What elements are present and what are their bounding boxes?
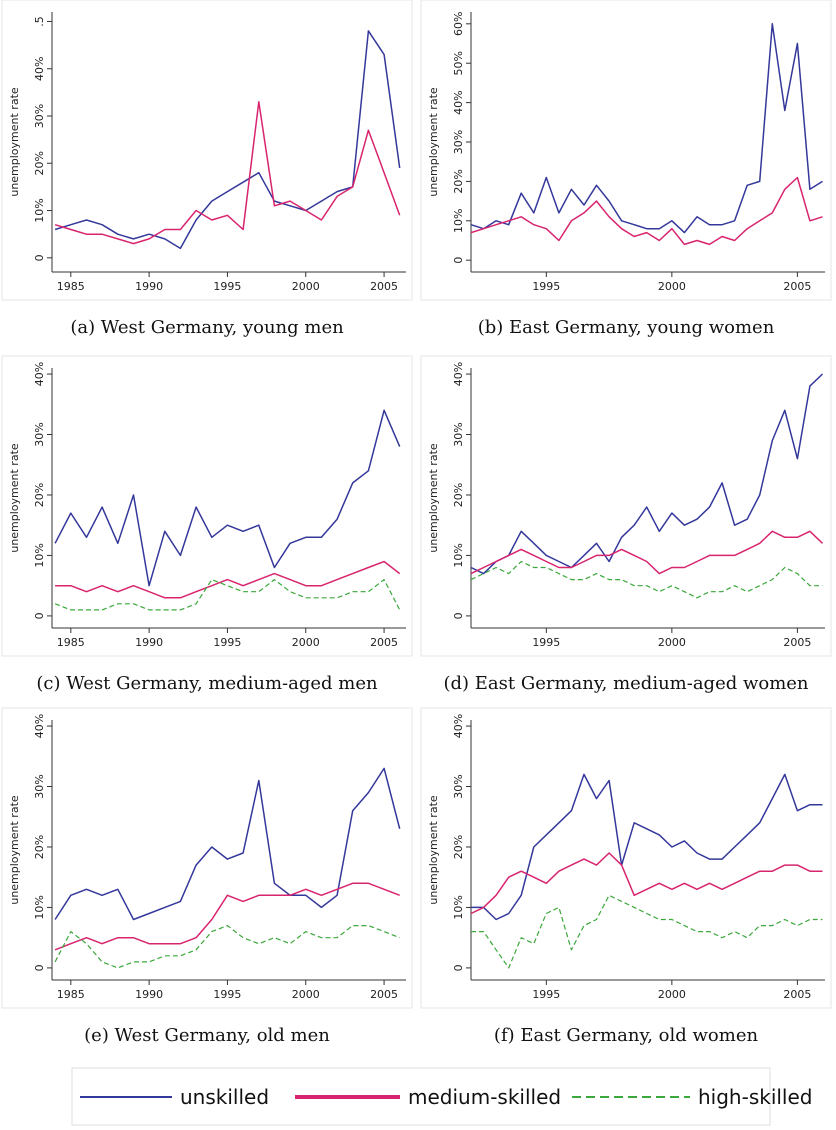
y-tick-label: 10%: [33, 895, 46, 919]
y-tick-label: 30%: [33, 422, 46, 446]
series-line: [54, 882, 400, 951]
y-axis-label: unemployment rate: [427, 443, 440, 553]
x-tick-label: 1995: [532, 280, 560, 293]
series-line: [470, 373, 824, 575]
y-tick-label: .5: [33, 16, 46, 27]
panel-frame: [420, 355, 832, 657]
y-tick-label: 0: [452, 257, 465, 264]
x-tick-label: 1985: [57, 280, 85, 293]
x-tick-label: 1995: [213, 988, 241, 1001]
panel-caption: (c) West Germany, medium-aged men: [36, 673, 378, 694]
x-tick-label: 2005: [783, 636, 811, 649]
x-tick-label: 2000: [292, 988, 320, 1001]
series-line: [471, 894, 823, 969]
panel-frame: [1, 0, 413, 301]
x-tick-label: 1995: [213, 636, 241, 649]
y-tick-label: 10%: [452, 895, 465, 919]
y-tick-label: 30%: [452, 422, 465, 446]
panel-frame: [1, 355, 413, 657]
y-tick-label: 40%: [33, 57, 46, 81]
y-tick-label: 30%: [33, 104, 46, 128]
y-axis-label: unemployment rate: [8, 795, 21, 905]
series-line: [54, 30, 401, 250]
y-tick-label: 40%: [452, 714, 465, 738]
legend-label: high-skilled: [698, 1085, 813, 1109]
x-tick-label: 1990: [135, 636, 163, 649]
series-line: [54, 579, 401, 611]
y-tick-label: 10%: [452, 209, 465, 233]
series-line: [470, 560, 823, 599]
series-line: [54, 767, 401, 921]
x-tick-label: 1990: [135, 988, 163, 1001]
x-tick-label: 1985: [57, 988, 85, 1001]
legend-label: medium-skilled: [408, 1085, 561, 1109]
x-tick-label: 1985: [57, 636, 85, 649]
x-tick-label: 1995: [532, 988, 560, 1001]
x-tick-label: 2005: [370, 988, 398, 1001]
y-tick-label: 20%: [452, 835, 465, 859]
series-line: [55, 560, 401, 599]
y-tick-label: 0: [452, 964, 465, 971]
y-tick-label: 0: [33, 254, 46, 261]
y-tick-label: 20%: [452, 169, 465, 193]
series-line: [470, 852, 823, 915]
panel-frame: [420, 0, 832, 301]
y-tick-label: 20%: [452, 483, 465, 507]
y-tick-label: 0: [33, 612, 46, 619]
y-tick-label: 20%: [33, 151, 46, 175]
y-tick-label: 40%: [33, 362, 46, 386]
y-tick-label: 0: [452, 612, 465, 619]
x-tick-label: 2000: [658, 988, 686, 1001]
x-tick-label: 2005: [370, 280, 398, 293]
y-tick-label: 50%: [452, 51, 465, 75]
y-tick-label: 40%: [452, 362, 465, 386]
panel-frame: [420, 707, 832, 1009]
legend-box: [71, 1067, 771, 1126]
panel-caption: (a) West Germany, young men: [70, 317, 344, 338]
y-tick-label: 60%: [452, 12, 465, 36]
x-tick-label: 2005: [783, 988, 811, 1001]
x-tick-label: 1990: [135, 280, 163, 293]
y-axis-label: unemployment rate: [427, 795, 440, 905]
y-tick-label: 40%: [452, 90, 465, 114]
y-axis-label: unemployment rate: [8, 443, 21, 553]
y-tick-label: 30%: [452, 774, 465, 798]
x-tick-label: 1995: [532, 636, 560, 649]
panel-frame: [1, 707, 413, 1009]
y-axis-label: unemployment rate: [427, 87, 440, 197]
x-tick-label: 2000: [292, 280, 320, 293]
panel-caption: (f) East Germany, old women: [494, 1025, 759, 1046]
x-tick-label: 2005: [783, 280, 811, 293]
series-line: [470, 23, 823, 234]
y-tick-label: 10%: [452, 543, 465, 567]
y-tick-label: 10%: [33, 198, 46, 222]
y-tick-label: 10%: [33, 543, 46, 567]
y-axis-label: unemployment rate: [8, 87, 21, 197]
series-line: [54, 101, 401, 245]
panel-caption: (e) West Germany, old men: [84, 1025, 330, 1046]
x-tick-label: 2000: [658, 280, 686, 293]
x-tick-label: 2005: [370, 636, 398, 649]
panel-caption: (b) East Germany, young women: [478, 317, 775, 338]
legend-label: unskilled: [180, 1085, 269, 1109]
x-tick-label: 1995: [213, 280, 241, 293]
y-tick-label: 20%: [33, 483, 46, 507]
series-line: [471, 773, 823, 921]
y-tick-label: 20%: [33, 835, 46, 859]
y-tick-label: 30%: [452, 130, 465, 154]
series-line: [54, 925, 400, 969]
x-tick-label: 2000: [292, 636, 320, 649]
series-line: [54, 409, 401, 587]
x-tick-label: 2000: [658, 636, 686, 649]
panel-caption: (d) East Germany, medium-aged women: [443, 673, 808, 694]
y-tick-label: 30%: [33, 774, 46, 798]
series-line: [470, 176, 823, 246]
y-tick-label: 40%: [33, 714, 46, 738]
y-tick-label: 0: [33, 964, 46, 971]
series-line: [470, 530, 824, 575]
